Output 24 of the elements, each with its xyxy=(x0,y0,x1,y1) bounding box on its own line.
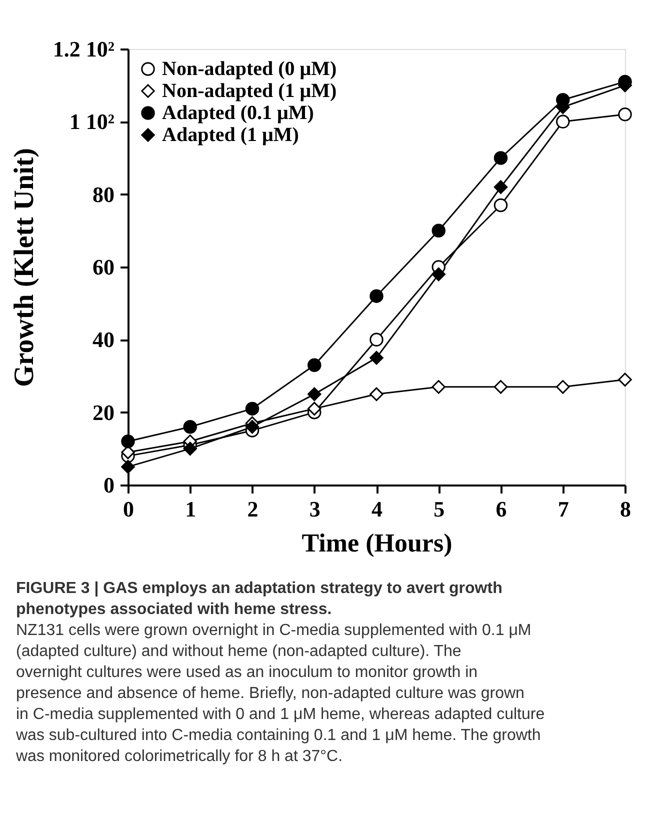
x-tick-label: 8 xyxy=(620,496,631,522)
x-axis-title: Time (Hours) xyxy=(302,528,452,558)
y-tick-label: 40 xyxy=(92,327,114,352)
y-tick-label: 80 xyxy=(92,182,114,207)
text: NZ131 cells were grown overnight in C-media supplemented with 0.1 μM (adapted culture) and without heme (non-adapted culture). The overnight cultures were used as an inoculum to monitor growth in presence and absence of heme. Briefly, non-adapted culture was grown in C-media supplemented with 0 and 1 μM heme, whereas adapted culture was sub-cultured into C-media containing 0.1 and 1 μM heme. The growth was monitored colorimetrically for 8 h at 37°C. xyxy=(15,622,545,765)
y-tick-label: 60 xyxy=(92,254,114,280)
y-tick-label: 1.2 10² xyxy=(52,36,115,62)
x-tick-label: 5 xyxy=(434,496,445,522)
legend-label: Non-adapted (1 μM) xyxy=(162,80,337,102)
y-tick-label: 20 xyxy=(92,400,114,425)
y-tick-label: 0 xyxy=(104,472,114,498)
legend-label: Adapted (1 μM) xyxy=(162,124,299,146)
x-tick-label: 7 xyxy=(558,496,569,522)
x-tick-label: 6 xyxy=(496,496,507,522)
x-tick-label: 4 xyxy=(372,496,382,522)
legend-label: Non-adapted (0 μM) xyxy=(162,58,337,80)
y-tick-label: 1 10² xyxy=(69,109,115,134)
x-tick-label: 1 xyxy=(185,496,196,522)
x-tick-label: 0 xyxy=(123,496,134,522)
legend-label: Adapted (0.1 μM) xyxy=(162,102,314,124)
caption: FIGURE 3 | GAS employs an adaptation strategy to avert growth phenotypes associated with heme stress. xyxy=(16,580,502,618)
x-tick-label: 2 xyxy=(247,496,258,522)
x-tick-label: 3 xyxy=(309,496,320,522)
y-axis-title: Growth (Klett Unit) xyxy=(8,148,40,387)
